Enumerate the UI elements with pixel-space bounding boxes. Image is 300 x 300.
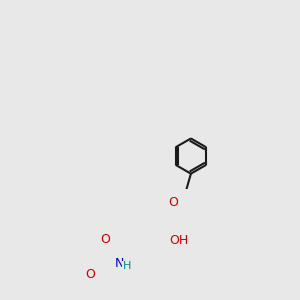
Text: H: H [122, 261, 131, 271]
Text: O: O [85, 268, 95, 281]
Text: OH: OH [169, 234, 189, 247]
Text: O: O [100, 232, 110, 246]
Text: O: O [168, 196, 178, 209]
Text: N: N [115, 256, 124, 269]
